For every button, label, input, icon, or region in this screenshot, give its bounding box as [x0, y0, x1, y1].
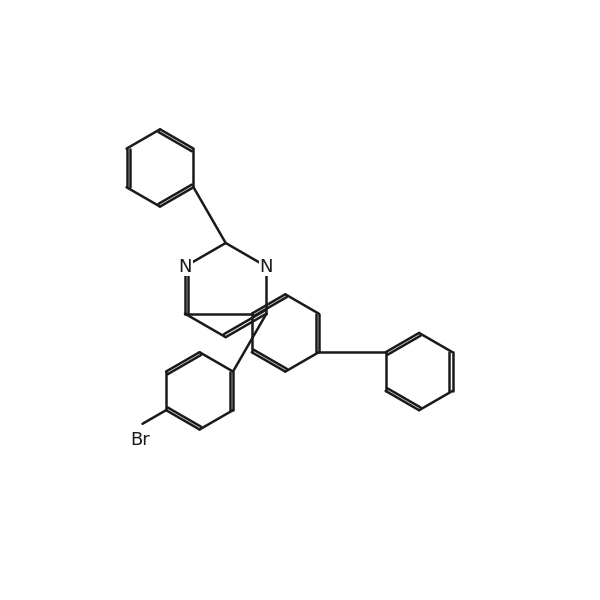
Text: N: N	[178, 257, 191, 275]
Text: N: N	[260, 257, 273, 275]
Text: Br: Br	[130, 431, 150, 449]
